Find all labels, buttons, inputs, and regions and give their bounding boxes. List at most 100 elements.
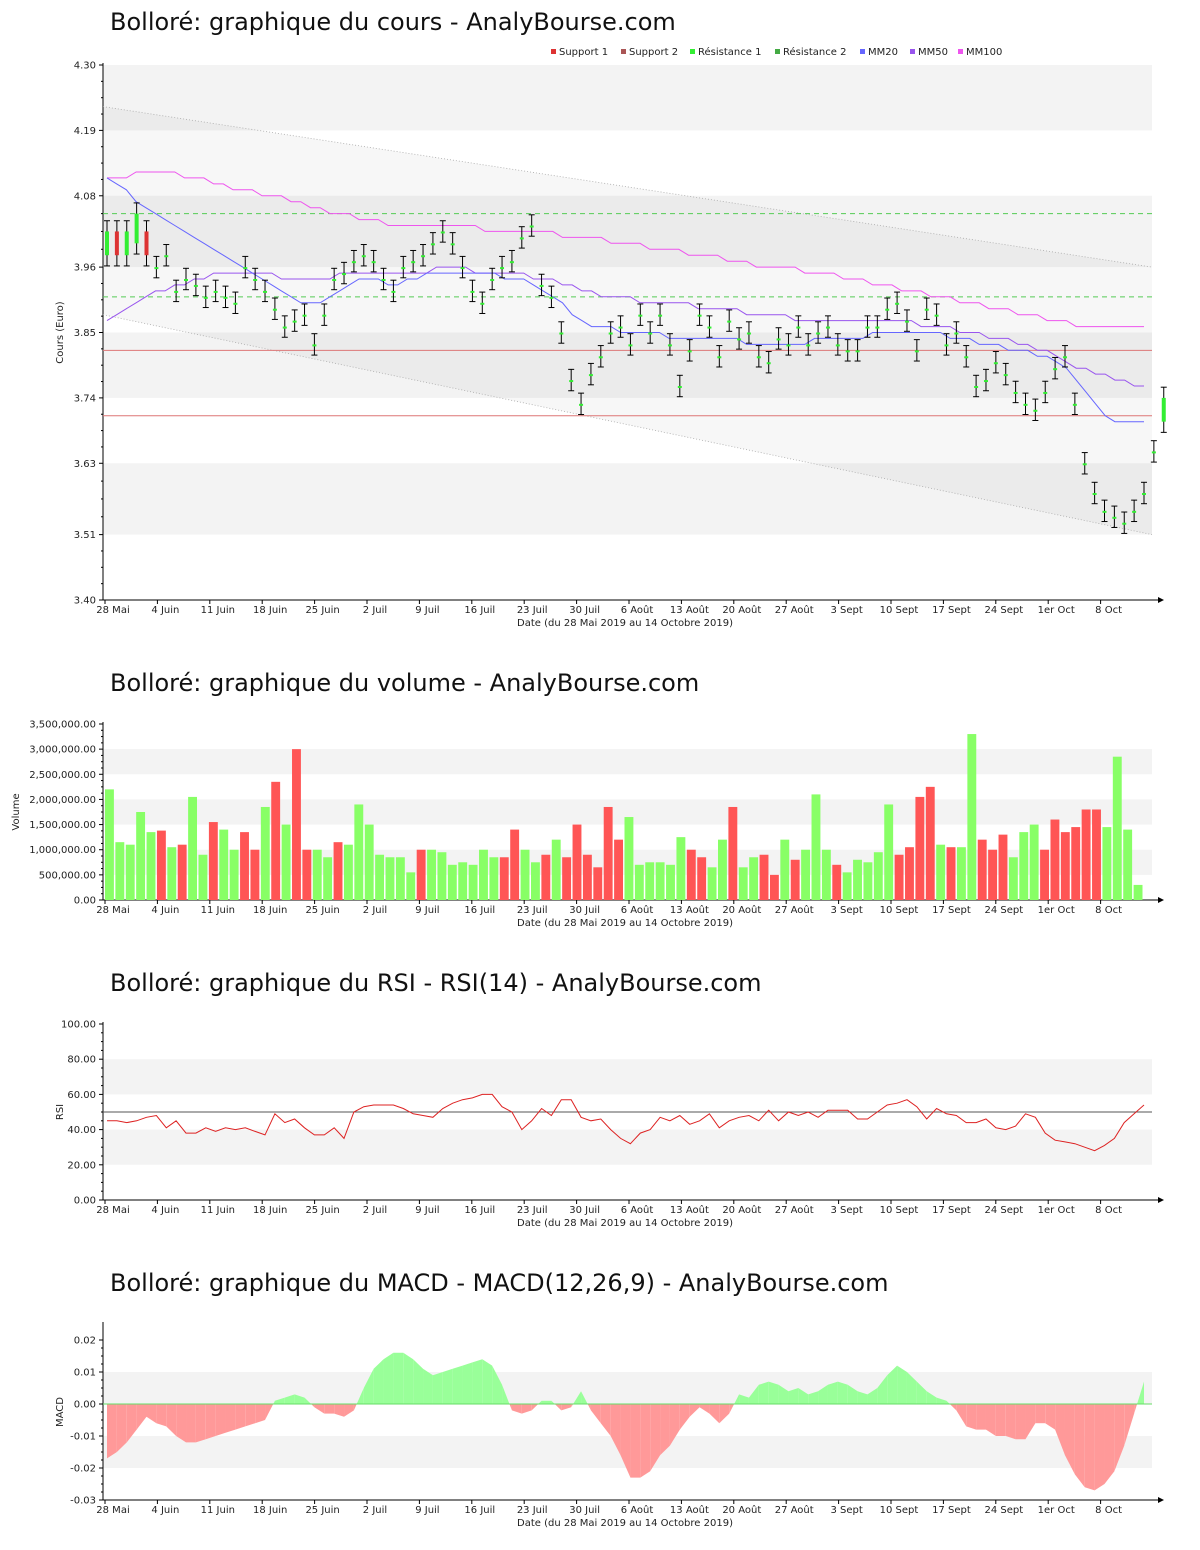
- macd-area-segment: [877, 1375, 888, 1404]
- volume-bar: [271, 781, 281, 900]
- candle-body: [480, 302, 485, 305]
- candle-body: [667, 344, 672, 347]
- legend-label: Résistance 2: [783, 46, 846, 58]
- volume-y-tick-label: 500,000.00: [39, 870, 96, 881]
- rsi-x-tick-label: 11 Juin: [201, 1205, 235, 1216]
- macd-area-segment: [669, 1404, 680, 1446]
- candle-body: [529, 225, 534, 228]
- candle-body: [658, 314, 663, 317]
- price-x-tick-label: 9 Juil: [415, 605, 439, 616]
- candle-body: [618, 326, 623, 329]
- candle-body: [302, 314, 307, 317]
- macd-area-segment: [916, 1381, 927, 1404]
- macd-area-segment: [107, 1404, 117, 1459]
- candle-body: [1122, 522, 1127, 525]
- volume-x-tick-label: 28 Mai: [96, 905, 129, 916]
- volume-bar: [853, 859, 862, 900]
- macd-area-segment: [373, 1359, 384, 1404]
- volume-bar: [697, 857, 707, 900]
- volume-x-tick-label: 8 Oct: [1095, 905, 1122, 916]
- volume-bar: [489, 857, 499, 900]
- macd-x-tick-label: 24 Sept: [984, 1505, 1023, 1516]
- volume-bar: [749, 857, 759, 900]
- candle-body: [174, 290, 179, 293]
- candle-body: [490, 279, 495, 281]
- volume-bar: [582, 854, 592, 900]
- legend-swatch: [860, 49, 865, 54]
- volume-bar: [1071, 827, 1081, 900]
- macd-area-segment: [452, 1365, 463, 1404]
- volume-x-tick-label: 20 Août: [722, 904, 761, 916]
- macd-area-segment: [897, 1365, 907, 1404]
- rsi-x-tick-label: 20 Août: [722, 1204, 761, 1216]
- candle-body: [154, 267, 159, 270]
- price-x-tick-label: 10 Sept: [880, 605, 919, 616]
- macd-area-segment: [620, 1404, 631, 1478]
- macd-area-segment: [225, 1404, 236, 1433]
- volume-bar: [759, 854, 769, 900]
- volume-bar: [894, 854, 904, 900]
- macd-area-segment: [985, 1404, 996, 1436]
- macd-area-segment: [956, 1404, 967, 1427]
- volume-y-axis-label: Volume: [11, 793, 22, 830]
- rsi-chart: 0.00 20.00 40.00 60.00 80.00 100.00 28 Mai 4 Ju…: [55, 1020, 1164, 1229]
- volume-bar: [634, 864, 644, 900]
- macd-area-segment: [1035, 1404, 1046, 1424]
- volume-bar: [323, 857, 333, 900]
- rsi-x-arrow: [1158, 1197, 1164, 1203]
- candle-body: [954, 332, 959, 335]
- macd-chart-title: Bolloré: graphique du MACD - MACD(12,26,…: [110, 1269, 889, 1297]
- rsi-chart-title: Bolloré: graphique du RSI - RSI(14) - An…: [110, 969, 762, 997]
- candle-body: [539, 284, 544, 287]
- volume-bar: [167, 847, 177, 900]
- candle-body: [460, 267, 465, 270]
- macd-area-segment: [284, 1394, 295, 1404]
- price-x-tick-label: 20 Août: [722, 604, 761, 616]
- candle-body: [134, 213, 139, 244]
- candle-body: [450, 243, 455, 246]
- candle-body: [904, 320, 909, 323]
- candle-body: [1132, 510, 1137, 513]
- rsi-x-tick-label: 17 Sept: [932, 1205, 971, 1216]
- volume-y-tick-label: 3,000,000.00: [29, 745, 96, 756]
- candle-body: [1092, 493, 1097, 495]
- volume-bar: [790, 859, 800, 900]
- legend-label: Résistance 1: [698, 46, 761, 58]
- price-x-arrow: [1158, 597, 1164, 603]
- macd-area-segment: [1094, 1404, 1105, 1491]
- volume-bar: [645, 862, 655, 900]
- macd-y-axis-label: MACD: [55, 1397, 66, 1427]
- macd-area-segment: [511, 1404, 522, 1414]
- macd-area-segment: [1045, 1404, 1056, 1430]
- macd-area-segment: [195, 1404, 206, 1443]
- macd-area-segment: [679, 1404, 690, 1430]
- macd-area-segment: [324, 1404, 335, 1414]
- candle-body: [983, 380, 988, 383]
- volume-bar: [302, 849, 312, 900]
- rsi-x-axis-label: Date (du 28 Mai 2019 au 14 Octobre 2019): [517, 1218, 733, 1229]
- volume-chart: 0.00 500,000.00 1,000,000.00 1,500,000.00 2,…: [11, 720, 1164, 929]
- volume-bar: [240, 832, 249, 900]
- candle-body: [430, 243, 435, 246]
- price-x-tick-label: 25 Juin: [305, 605, 339, 616]
- candle-body: [677, 386, 682, 388]
- volume-bar: [1040, 849, 1049, 900]
- volume-bar: [801, 849, 811, 900]
- candle-body: [243, 267, 248, 270]
- macd-area-segment: [857, 1391, 868, 1404]
- volume-bar: [343, 844, 353, 900]
- macd-area-segment: [551, 1400, 555, 1404]
- macd-area-segment: [235, 1404, 246, 1430]
- volume-bar: [811, 794, 821, 900]
- volume-x-tick-label: 1er Oct: [1038, 905, 1075, 916]
- macd-area-segment: [758, 1381, 769, 1404]
- candle-body: [727, 320, 732, 323]
- candle-body: [1062, 356, 1067, 359]
- macd-area-segment: [573, 1391, 582, 1404]
- mm50-line: [106, 266, 1144, 387]
- macd-area-segment: [403, 1352, 414, 1404]
- macd-y-tick-label: -0.03: [70, 1496, 96, 1507]
- rsi-x-tick-label: 25 Juin: [305, 1205, 339, 1216]
- candle-body: [974, 386, 979, 388]
- macd-area-segment: [126, 1404, 137, 1443]
